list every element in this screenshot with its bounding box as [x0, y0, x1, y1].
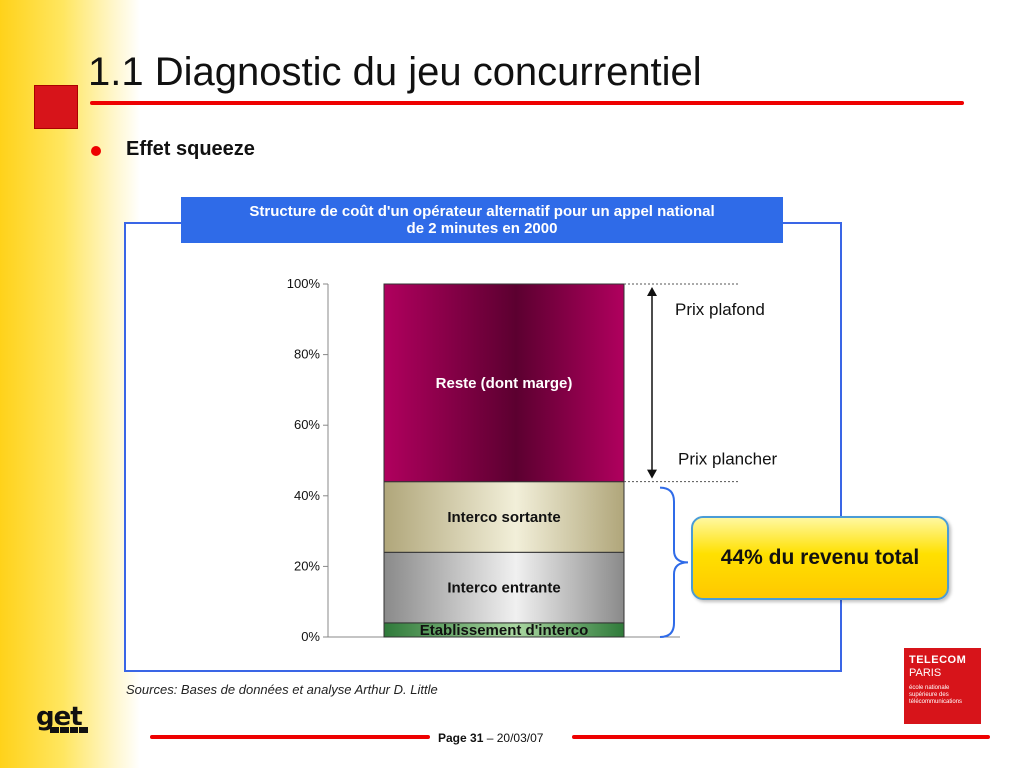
chart-title: Structure de coût d'un opérateur alterna… [181, 197, 783, 243]
sources-note: Sources: Bases de données et analyse Art… [126, 682, 438, 697]
revenue-callout: 44% du revenu total [691, 516, 949, 600]
chart-title-line2: de 2 minutes en 2000 [406, 220, 558, 237]
chart-panel [124, 222, 842, 672]
telecom-logo-line1: TELECOM [909, 654, 967, 666]
bullet-dot-icon [91, 146, 101, 156]
footer-rule-left [150, 735, 430, 739]
title-marker-square [34, 85, 78, 129]
footer-date: 20/03/07 [496, 731, 544, 745]
slide-title: 1.1 Diagnostic du jeu concurrentiel [88, 50, 702, 94]
telecom-logo-line2: PARIS [909, 667, 942, 679]
bullet-text: Effet squeeze [126, 138, 255, 160]
telecom-paris-logo: TELECOM PARIS école nationale supérieure… [904, 648, 981, 724]
chart-title-line1: Structure de coût d'un opérateur alterna… [249, 203, 715, 220]
telecom-logo-tagline: école nationale supérieure des télécommu… [909, 685, 963, 705]
footer-separator: – [483, 731, 497, 745]
footer-page: Page 31 – 20/03/07 [438, 731, 543, 745]
get-logo-bars [50, 727, 88, 733]
footer-page-label: Page 31 [438, 731, 484, 745]
title-underline [90, 101, 964, 105]
footer-rule-right [572, 735, 990, 739]
